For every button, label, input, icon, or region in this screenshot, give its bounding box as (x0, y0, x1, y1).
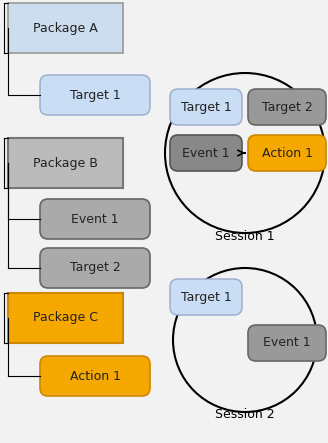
FancyBboxPatch shape (170, 89, 242, 125)
Text: Target 2: Target 2 (70, 261, 120, 275)
Text: Package C: Package C (33, 311, 98, 325)
FancyBboxPatch shape (8, 138, 123, 188)
Text: Action 1: Action 1 (70, 369, 120, 382)
Text: Target 2: Target 2 (262, 101, 312, 113)
FancyBboxPatch shape (8, 3, 123, 53)
Text: Session 2: Session 2 (215, 408, 275, 420)
FancyBboxPatch shape (248, 135, 326, 171)
FancyBboxPatch shape (170, 135, 242, 171)
FancyBboxPatch shape (40, 75, 150, 115)
Text: Target 1: Target 1 (70, 89, 120, 101)
FancyBboxPatch shape (40, 356, 150, 396)
FancyBboxPatch shape (248, 325, 326, 361)
FancyBboxPatch shape (40, 199, 150, 239)
Text: Event 1: Event 1 (71, 213, 119, 225)
Text: Target 1: Target 1 (181, 101, 231, 113)
Text: Package B: Package B (33, 156, 98, 170)
FancyBboxPatch shape (248, 89, 326, 125)
Text: Action 1: Action 1 (261, 147, 313, 159)
Text: Target 1: Target 1 (181, 291, 231, 303)
FancyBboxPatch shape (40, 248, 150, 288)
Text: Event 1: Event 1 (182, 147, 230, 159)
Text: Event 1: Event 1 (263, 337, 311, 350)
FancyBboxPatch shape (8, 293, 123, 343)
FancyBboxPatch shape (170, 279, 242, 315)
Text: Session 1: Session 1 (215, 229, 275, 242)
Text: Package A: Package A (33, 22, 98, 35)
